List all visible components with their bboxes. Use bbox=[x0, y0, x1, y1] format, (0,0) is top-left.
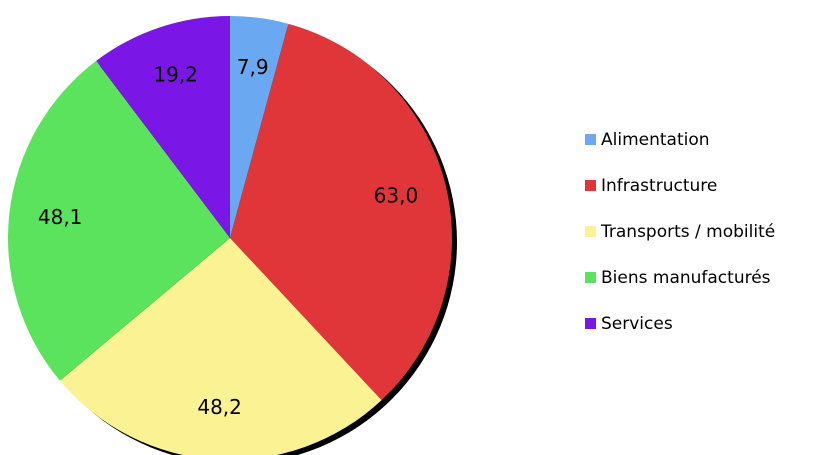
pie: 7,9 63,0 48,2 48,1 19,2 bbox=[8, 15, 457, 455]
legend-swatch bbox=[585, 226, 596, 237]
legend-label: Transports / mobilité bbox=[600, 222, 775, 242]
data-label: 19,2 bbox=[153, 62, 198, 86]
legend: Alimentation Infrastructure Transports / m… bbox=[585, 130, 775, 334]
pie-slice bbox=[59, 238, 382, 455]
pie-slice bbox=[230, 23, 452, 401]
pie-slice bbox=[8, 60, 230, 381]
pie-slice bbox=[230, 16, 289, 238]
legend-label: Services bbox=[601, 314, 673, 334]
legend-label: Alimentation bbox=[601, 130, 710, 150]
legend-swatch bbox=[585, 272, 596, 283]
legend-label: Biens manufacturés bbox=[601, 268, 771, 288]
data-label: 48,2 bbox=[197, 395, 242, 419]
data-label: 7,9 bbox=[237, 55, 269, 79]
data-label: 63,0 bbox=[374, 183, 419, 207]
legend-label: Infrastructure bbox=[601, 176, 717, 196]
pie-slice bbox=[96, 15, 230, 238]
data-label: 48,1 bbox=[38, 205, 83, 229]
legend-swatch bbox=[585, 134, 596, 145]
legend-swatch bbox=[585, 180, 596, 191]
legend-swatch bbox=[585, 318, 596, 329]
